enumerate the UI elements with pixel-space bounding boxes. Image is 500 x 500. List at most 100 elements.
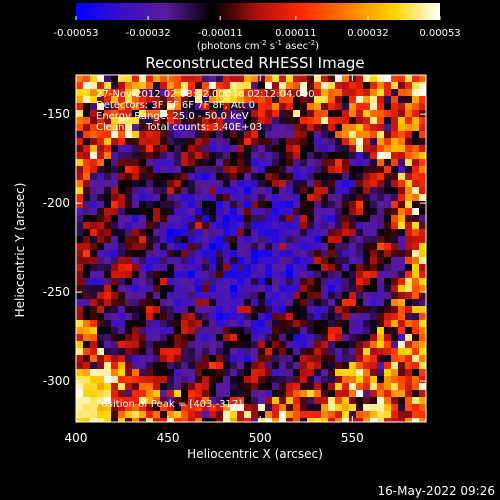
heatmap-cell [419,327,426,334]
heatmap-cell [209,243,216,250]
heatmap-cell [377,271,384,278]
heatmap-cell [356,376,363,383]
heatmap-cell [223,250,230,257]
heatmap-cell [314,166,321,173]
heatmap-cell [244,362,251,369]
heatmap-cell [265,103,272,110]
heatmap-cell [356,215,363,222]
heatmap-cell [349,362,356,369]
heatmap-cell [363,411,370,418]
heatmap-cell [405,341,412,348]
heatmap-cell [153,411,160,418]
heatmap-cell [195,103,202,110]
heatmap-cell [160,124,167,131]
heatmap-cell [153,89,160,96]
heatmap-cell [195,152,202,159]
heatmap-cell [188,278,195,285]
heatmap-cell [405,264,412,271]
heatmap-cell [405,222,412,229]
heatmap-cell [272,320,279,327]
heatmap-cell [174,110,181,117]
heatmap-cell [111,390,118,397]
heatmap-cell [174,208,181,215]
heatmap-cell [377,117,384,124]
heatmap-cell [174,397,181,404]
heatmap-cell [146,411,153,418]
heatmap-cell [384,320,391,327]
heatmap-cell [230,306,237,313]
colorbar [76,3,440,20]
x-tick-label: 400 [65,431,88,445]
heatmap-cell [258,201,265,208]
heatmap-cell [181,278,188,285]
x-axis-label: Heliocentric X (arcsec) [187,447,323,461]
heatmap-cell [118,110,125,117]
heatmap-cell [153,103,160,110]
heatmap-cell [293,320,300,327]
heatmap-cell [391,166,398,173]
heatmap-cell [349,159,356,166]
heatmap-cell [209,152,216,159]
heatmap-cell [97,222,104,229]
heatmap-cell [398,362,405,369]
heatmap-cell [349,222,356,229]
heatmap-cell [209,341,216,348]
heatmap-cell [363,250,370,257]
heatmap-cell [412,166,419,173]
heatmap-cell [76,271,83,278]
heatmap-cell [314,390,321,397]
heatmap-cell [412,96,419,103]
heatmap-cell [314,341,321,348]
heatmap-cell [90,131,97,138]
heatmap-cell [279,257,286,264]
heatmap-cell [321,362,328,369]
heatmap-cell [405,369,412,376]
heatmap-cell [111,145,118,152]
heatmap-cell [335,334,342,341]
heatmap-cell [328,215,335,222]
heatmap-cell [412,180,419,187]
heatmap-cell [405,292,412,299]
heatmap-cell [97,75,104,82]
heatmap-cell [321,89,328,96]
heatmap-cell [279,341,286,348]
heatmap-cell [307,131,314,138]
heatmap-cell [209,383,216,390]
heatmap-cell [188,208,195,215]
heatmap-cell [279,187,286,194]
heatmap-cell [279,376,286,383]
heatmap-cell [111,264,118,271]
heatmap-cell [293,152,300,159]
heatmap-cell [125,194,132,201]
heatmap-cell [132,411,139,418]
heatmap-cell [335,138,342,145]
heatmap-cell [181,138,188,145]
heatmap-cell [76,250,83,257]
heatmap-cell [398,194,405,201]
heatmap-cell [244,236,251,243]
heatmap-cell [104,369,111,376]
heatmap-cell [370,348,377,355]
heatmap-cell [209,180,216,187]
heatmap-cell [258,369,265,376]
heatmap-cell [230,138,237,145]
heatmap-cell [321,194,328,201]
heatmap-cell [265,145,272,152]
heatmap-cell [377,376,384,383]
heatmap-cell [342,250,349,257]
heatmap-cell [111,243,118,250]
heatmap-cell [377,180,384,187]
heatmap-cell [76,264,83,271]
heatmap-cell [293,117,300,124]
heatmap-cell [132,124,139,131]
heatmap-cell [202,215,209,222]
heatmap-cell [153,355,160,362]
heatmap-cell [111,138,118,145]
heatmap-cell [244,138,251,145]
heatmap-cell [244,320,251,327]
heatmap-cell [188,117,195,124]
heatmap-cell [300,152,307,159]
heatmap-cell [286,257,293,264]
heatmap-cell [97,397,104,404]
heatmap-cell [83,362,90,369]
